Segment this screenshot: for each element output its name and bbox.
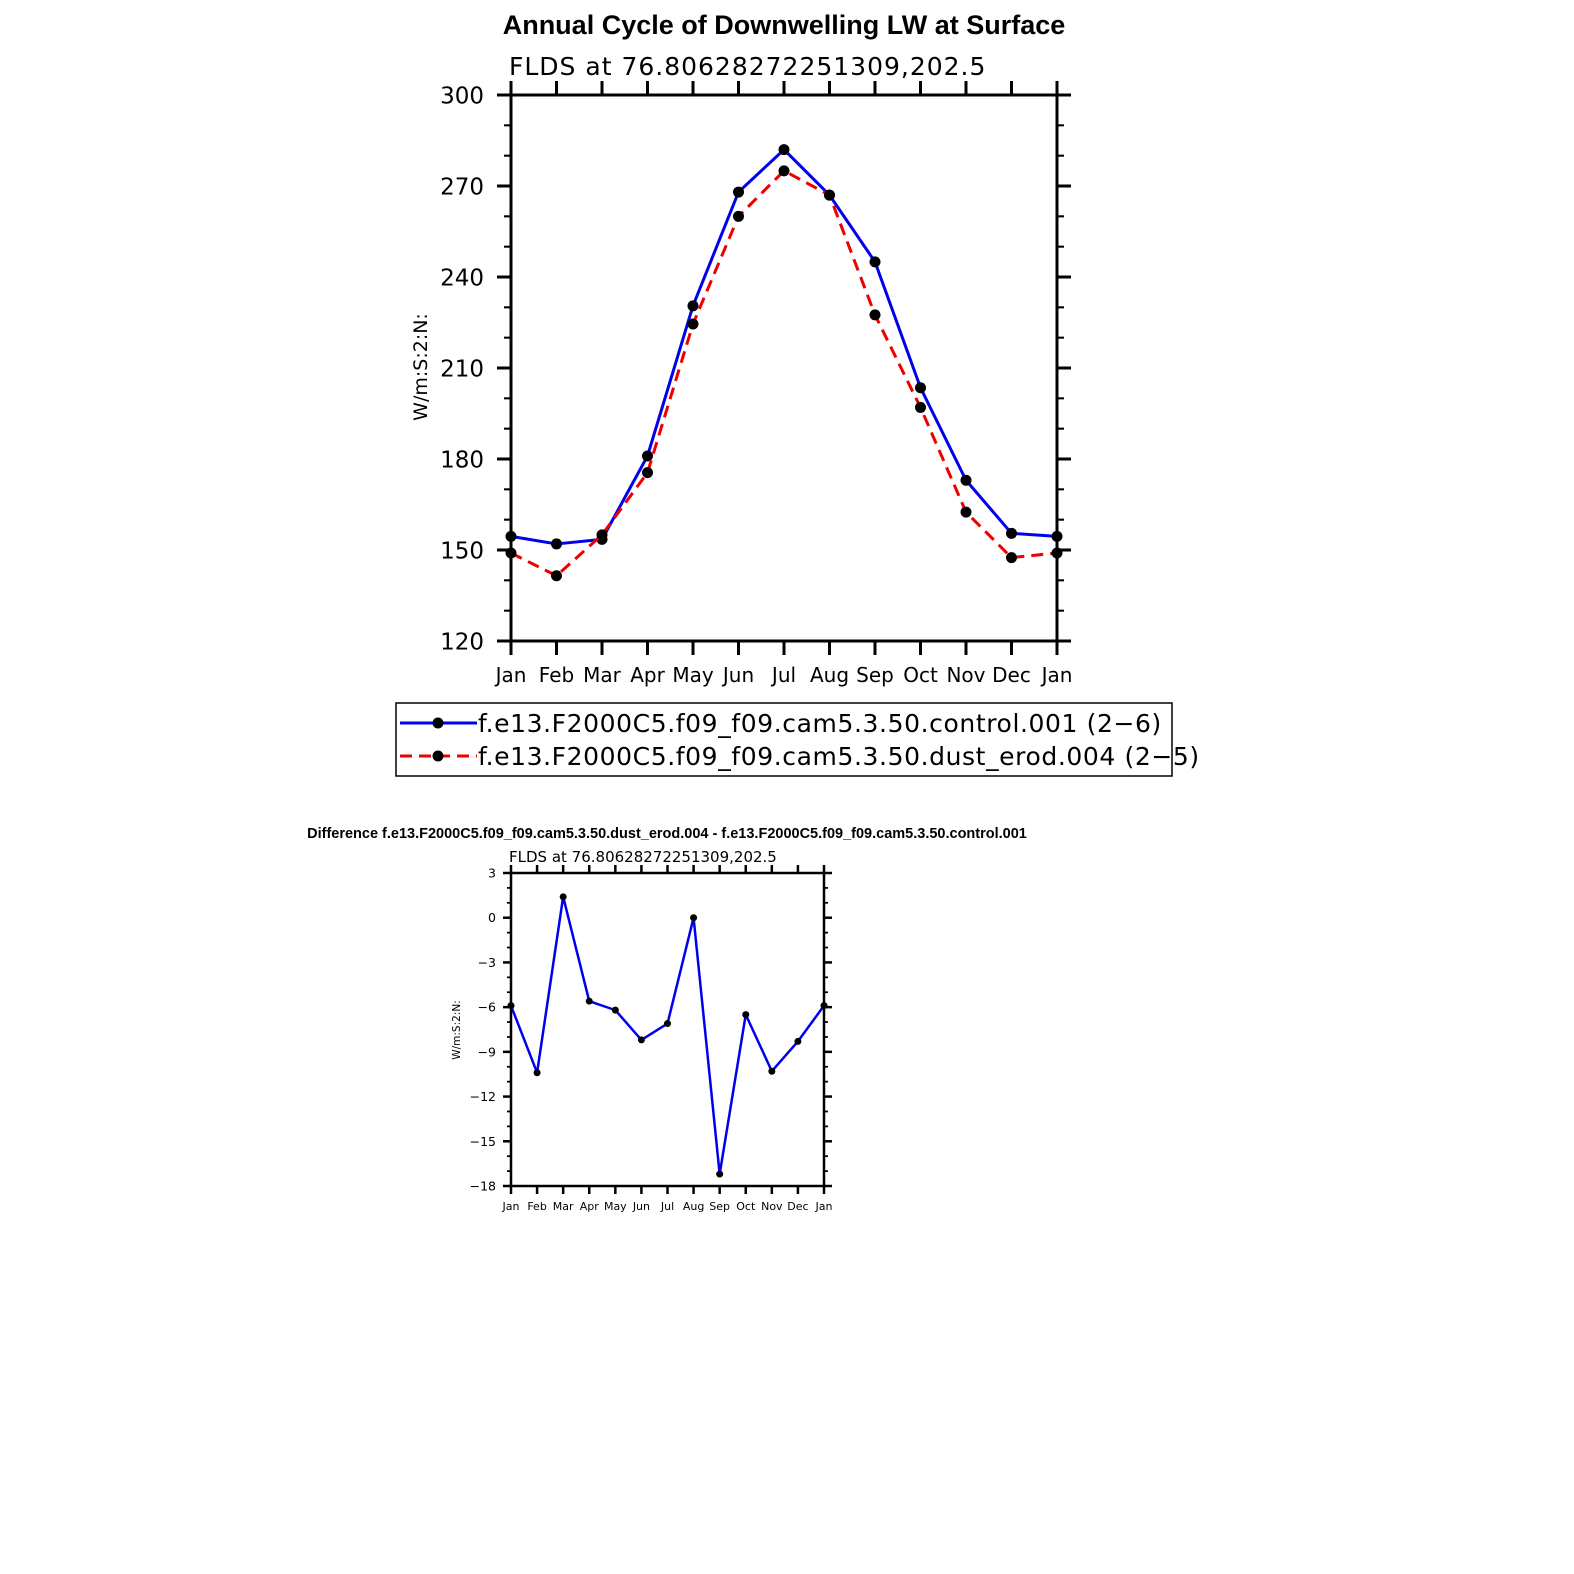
data-point-series-0 <box>1006 527 1017 539</box>
x-tick-label: Nov <box>946 663 985 687</box>
series-group <box>505 144 1063 582</box>
difference-axis-ticks <box>503 865 832 1194</box>
y-tick-label: 270 <box>440 174 484 200</box>
x-tick-label: May <box>672 663 714 687</box>
x-tick-label: Oct <box>903 663 938 687</box>
data-point-series-0 <box>585 997 593 1005</box>
x-tick-labels: Jan Feb Mar Apr May Jun Jul Aug Sep Oct Nov Dec Jan <box>494 663 1073 687</box>
data-point-series-0 <box>742 1011 750 1019</box>
annual-cycle-chart: Annual Cycle of Downwelling LW at Surfac… <box>395 10 1200 777</box>
y-tick-label: 3 <box>488 866 496 881</box>
data-point-series-0 <box>778 144 790 156</box>
x-tick-label: Feb <box>539 663 574 687</box>
data-point-series-1 <box>642 467 653 479</box>
data-point-series-0 <box>768 1067 776 1075</box>
legend-marker-dust-erod <box>432 750 444 762</box>
x-tick-label: Nov <box>761 1200 783 1213</box>
data-point-series-1 <box>687 318 699 330</box>
data-point-series-0 <box>533 1069 541 1077</box>
legend-entry-dust-erod: f.e13.F2000C5.f09_f09.cam5.3.50.dust_ero… <box>400 742 1200 771</box>
x-tick-label: Jun <box>632 1200 650 1213</box>
difference-x-tick-labels: Jan Feb Mar Apr May Jun Jul Aug Sep Oct Nov Dec Jan <box>502 1200 833 1213</box>
x-tick-label: Jan <box>494 663 527 687</box>
data-point-series-1 <box>551 570 562 582</box>
x-tick-label: Apr <box>630 663 665 687</box>
difference-y-axis-label: W/m:S:2:N: <box>451 1000 463 1060</box>
data-point-series-0 <box>690 914 698 922</box>
x-tick-label: May <box>604 1200 627 1213</box>
data-point-series-0 <box>551 538 562 550</box>
difference-y-tick-labels: −18 −15 −12 −9 −6 −3 0 3 <box>470 866 496 1194</box>
x-tick-label: Jan <box>1040 663 1073 687</box>
y-tick-label: 180 <box>440 447 484 473</box>
y-tick-label: −18 <box>470 1179 496 1194</box>
data-point-series-1 <box>1006 552 1017 564</box>
chart-title: Annual Cycle of Downwelling LW at Surfac… <box>503 10 1066 40</box>
data-point-series-1 <box>960 506 972 518</box>
x-tick-label: Sep <box>709 1200 730 1213</box>
data-point-series-0 <box>611 1006 619 1014</box>
y-tick-label: −3 <box>478 955 496 970</box>
legend-box <box>395 702 1173 777</box>
legend-marker-control <box>432 717 444 729</box>
x-tick-label: Jun <box>721 663 754 687</box>
x-tick-label: Jan <box>815 1200 833 1213</box>
data-point-series-1 <box>733 210 744 222</box>
data-point-series-0 <box>915 382 926 394</box>
chart-subtitle: FLDS at 76.80628272251309,202.5 <box>509 52 986 81</box>
y-tick-label: 0 <box>488 910 496 925</box>
data-point-series-0 <box>664 1020 671 1028</box>
data-point-series-0 <box>716 1170 724 1178</box>
x-tick-label: Mar <box>553 1200 574 1213</box>
x-tick-label: Jul <box>770 663 796 687</box>
difference-chart-title: Difference f.e13.F2000C5.f09_f09.cam5.3.… <box>307 826 1027 842</box>
x-tick-label: Apr <box>580 1200 600 1213</box>
x-tick-label: Mar <box>583 663 622 687</box>
data-point-series-0 <box>559 893 567 901</box>
x-tick-label: Sep <box>856 663 894 687</box>
x-tick-label: Jul <box>660 1200 674 1213</box>
data-point-series-0 <box>794 1037 802 1045</box>
data-point-series-0 <box>687 300 699 312</box>
data-point-series-0 <box>733 186 744 198</box>
legend-label-dust-erod: f.e13.F2000C5.f09_f09.cam5.3.50.dust_ero… <box>478 742 1200 771</box>
x-tick-label: Aug <box>683 1200 704 1213</box>
data-point-series-0 <box>642 450 653 462</box>
data-point-series-1 <box>778 165 790 177</box>
y-tick-label: 300 <box>440 83 484 109</box>
y-tick-label: 150 <box>440 538 484 564</box>
x-tick-label: Aug <box>810 663 849 687</box>
legend: f.e13.F2000C5.f09_f09.cam5.3.50.control.… <box>395 702 1200 777</box>
data-point-series-0 <box>960 474 972 486</box>
data-point-series-1 <box>824 189 835 201</box>
x-tick-label: Dec <box>787 1200 808 1213</box>
x-tick-label: Feb <box>527 1200 546 1213</box>
y-tick-label: 120 <box>440 629 484 655</box>
y-axis-label: W/m:S:2:N: <box>410 313 432 421</box>
data-point-series-1 <box>596 529 608 541</box>
data-point-series-1 <box>869 309 881 321</box>
y-tick-label: −12 <box>470 1089 496 1104</box>
axis-ticks <box>497 81 1071 655</box>
difference-chart: Difference f.e13.F2000C5.f09_f09.cam5.3.… <box>307 826 1027 1213</box>
x-tick-label: Dec <box>992 663 1031 687</box>
y-tick-label: −15 <box>470 1134 496 1149</box>
x-tick-label: Oct <box>736 1200 756 1213</box>
y-tick-label: −9 <box>478 1044 496 1059</box>
y-tick-label: −6 <box>478 1000 496 1015</box>
legend-label-control: f.e13.F2000C5.f09_f09.cam5.3.50.control.… <box>478 709 1162 738</box>
x-tick-label: Jan <box>502 1200 520 1213</box>
y-tick-label: 210 <box>440 356 484 382</box>
difference-chart-subtitle: FLDS at 76.80628272251309,202.5 <box>509 848 777 866</box>
legend-entry-control: f.e13.F2000C5.f09_f09.cam5.3.50.control.… <box>400 709 1162 738</box>
data-point-series-0 <box>637 1036 645 1044</box>
y-tick-labels: 120 150 180 210 240 270 300 <box>440 83 484 655</box>
y-tick-label: 240 <box>440 265 484 291</box>
data-point-series-1 <box>915 401 926 413</box>
data-point-series-0 <box>869 256 881 268</box>
